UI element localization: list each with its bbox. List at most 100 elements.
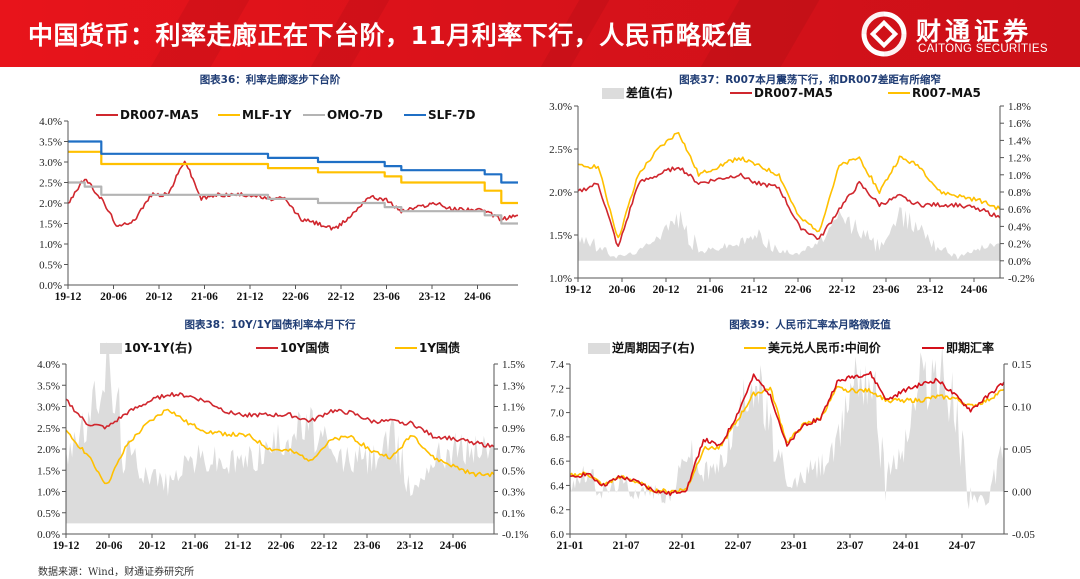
svg-text:差值(右): 差值(右) [625,85,673,100]
y-tick-label: 6.8 [550,432,564,444]
chart-title: 图表39：人民币汇率本月略微贬值 [729,319,891,331]
svg-text:OMO-7D: OMO-7D [327,108,383,122]
x-tick-label: 22-07 [725,540,752,552]
x-tick-label: 24-06 [440,540,467,552]
svg-text:R007-MA5: R007-MA5 [912,86,981,100]
y2-tick-label: 1.4% [1008,135,1031,147]
x-tick-label: 21-07 [613,540,640,552]
x-tick-label: 20-06 [609,284,636,296]
y-tick-label: 3.5% [39,137,62,149]
y-tick-label: 0.5% [39,260,62,272]
y-tick-label: 2.0% [39,198,62,210]
svg-text:1Y国债: 1Y国债 [419,340,460,355]
chart-36-panel: 图表36：利率走廊逐步下台阶 4.0% 3.5% 3.0% 2.5% 2.0% 1.5% 1… [0,67,540,312]
x-tick-label: 20-12 [146,291,173,303]
x-tick-label: 21-06 [182,540,209,552]
y-tick-label: 0.0% [37,529,60,541]
legend-item: DR007-MA5 [730,86,833,100]
area-series [570,345,1004,510]
x-tick-label: 22-12 [328,291,355,303]
y-tick-label: 2.5% [37,423,60,435]
y-tick-label: 7.4 [550,359,564,371]
x-tick-label: 23-06 [373,291,400,303]
y-tick-label: 0.5% [37,508,60,520]
x-tick-label: 22-06 [282,291,309,303]
legend-item: 1Y国债 [395,340,460,355]
y-tick-label: 3.5% [37,380,60,392]
caitong-logo-icon [861,11,907,57]
y2-tick-label: 0.10 [1012,402,1032,414]
legend-item: DR007-MA5 [96,108,199,122]
chart-38-plot: 4.0% 3.5% 3.0% 2.5% 2.0% 1.5% 1.0% 0.5% 0.0% 1.5%… [37,340,529,552]
y-tick-label: 1.0% [39,239,62,251]
y-tick-label: 1.5% [37,465,60,477]
y2-tick-label: -0.1% [502,529,529,541]
svg-text:10Y国债: 10Y国债 [280,340,329,355]
x-tick-label: 20-12 [139,540,166,552]
y2-tick-label: 0.6% [1008,204,1031,216]
legend-item: 10Y-1Y(右) [100,340,193,355]
line-series [68,181,518,225]
x-tick-label: 21-12 [741,284,768,296]
y-tick-label: 6.0 [550,529,564,541]
y2-tick-label: 0.5% [502,465,525,477]
legend-item: 即期汇率 [922,340,994,355]
y-tick-label: 3.0% [37,402,60,414]
y-tick-label: 4.0% [37,359,60,371]
y-tick-label: 1.0% [549,273,572,285]
y2-tick-label: 0.2% [1008,239,1031,251]
legend-item: R007-MA5 [888,86,981,100]
line-series [577,166,1001,247]
x-tick-label: 22-12 [829,284,856,296]
legend-item: 逆周期因子(右) [588,340,695,355]
x-tick-label: 22-12 [311,540,338,552]
y2-tick-label: -0.05 [1012,529,1035,541]
x-tick-label: 23-07 [837,540,864,552]
x-tick-label: 23-01 [781,540,808,552]
svg-text:即期汇率: 即期汇率 [946,340,994,355]
y-tick-label: 2.5% [549,144,572,156]
line-series [577,131,1001,239]
svg-text:DR007-MA5: DR007-MA5 [754,86,833,100]
chart-title: 图表37：R007本月震荡下行，和DR007差距有所缩窄 [679,74,941,86]
y-tick-label: 2.0% [549,187,572,199]
y2-tick-label: 0.4% [1008,221,1031,233]
line-series [68,150,518,205]
legend-item: MLF-1Y [218,108,292,122]
x-tick-label: 20-06 [100,291,127,303]
legend-item: 10Y国债 [256,340,329,355]
x-tick-label: 23-06 [354,540,381,552]
x-tick-label: 21-12 [237,291,264,303]
x-tick-label: 20-06 [96,540,123,552]
line-series [569,371,1005,496]
y-tick-label: 6.2 [550,505,564,517]
x-tick-label: 24-01 [893,540,920,552]
x-tick-label: 20-12 [653,284,680,296]
x-tick-label: 23-12 [397,540,424,552]
svg-text:10Y-1Y(右): 10Y-1Y(右) [124,340,193,355]
logo-chinese-name: 财通证券 [916,17,1033,46]
svg-text:美元兑人民币:中间价: 美元兑人民币:中间价 [768,340,882,355]
x-tick-label: 24-06 [464,291,491,303]
x-tick-label: 22-06 [785,284,812,296]
data-source-note: 数据来源：Wind，财通证券研究所 [38,567,195,578]
line-series [65,392,495,448]
x-tick-label: 21-06 [697,284,724,296]
y-tick-label: 7.2 [550,383,564,395]
svg-text:MLF-1Y: MLF-1Y [242,108,292,122]
y2-tick-label: 0.05 [1012,444,1032,456]
area-series [66,342,494,524]
y-tick-label: 0.0% [39,280,62,292]
legend-item: 美元兑人民币:中间价 [744,340,882,355]
line-series [67,160,519,231]
chart-37-panel: 图表37：R007本月震荡下行，和DR007差距有所缩窄 3.0% 2.5% 2.0… [540,67,1080,312]
y-tick-label: 2.5% [39,178,62,190]
y-tick-label: 1.5% [39,219,62,231]
y2-tick-label: 0.00 [1012,487,1032,499]
y-tick-label: 4.0% [39,116,62,128]
y2-tick-label: 1.8% [1008,101,1031,113]
y2-tick-label: 0.0% [1008,256,1031,268]
y2-tick-label: 0.3% [502,487,525,499]
y-tick-label: 2.0% [37,444,60,456]
y2-tick-label: 0.8% [1008,187,1031,199]
